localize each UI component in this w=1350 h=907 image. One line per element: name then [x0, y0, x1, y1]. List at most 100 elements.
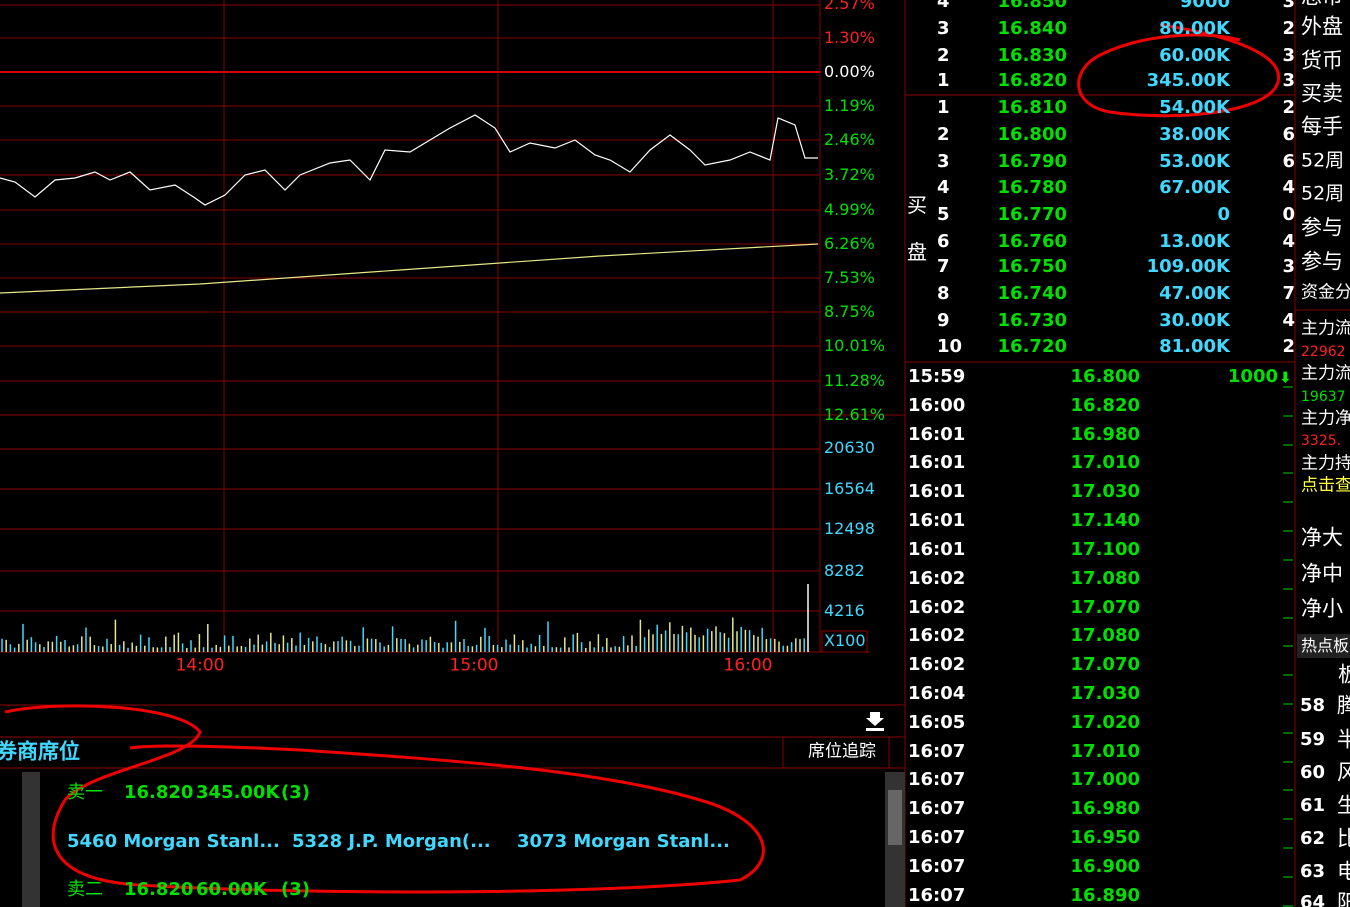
tick-price: 17.000: [1070, 769, 1140, 791]
price: 16.810: [997, 97, 1067, 118]
tick-time: 16:02: [908, 625, 966, 647]
volume-axis-label: 20630: [824, 438, 875, 457]
axis-label: 1.30%: [824, 28, 875, 47]
count: 2: [1282, 97, 1295, 118]
price: 16.840: [997, 18, 1067, 39]
tick-time: 16:02: [908, 596, 966, 618]
hot-name: 风: [1337, 760, 1350, 785]
price: 16.750: [997, 256, 1067, 277]
side-label: 52周: [1301, 149, 1345, 172]
side-label: 主力流: [1301, 363, 1350, 384]
tick-time: 16:01: [908, 510, 966, 532]
price: 16.730: [997, 310, 1067, 331]
volume-axis-label: 12498: [824, 519, 875, 538]
tick-time: 16:01: [908, 481, 966, 503]
level: 1: [937, 97, 950, 118]
tick-dash: [1283, 588, 1293, 590]
volume: 54.00K: [1159, 97, 1230, 118]
row-volume: 60.00K: [196, 879, 267, 900]
side-label: 22962: [1301, 344, 1346, 360]
hot-rank: 62: [1300, 828, 1326, 849]
tick-dash: [1283, 847, 1293, 849]
time-label: 14:00: [175, 655, 225, 676]
level: 6: [937, 231, 950, 252]
tick-dash: [1283, 501, 1293, 503]
panel-title: 券商席位: [0, 739, 80, 764]
side-label: 主力持: [1301, 453, 1350, 474]
axis-label: 6.26%: [824, 234, 875, 253]
volume-axis-label: 8282: [824, 561, 865, 580]
tab[interactable]: 席位追踪: [808, 741, 876, 762]
price-line: [0, 114, 818, 206]
tick-dash: [1283, 444, 1293, 446]
side-label: 净小: [1301, 596, 1343, 621]
tick-dash: [1283, 415, 1293, 417]
price: 16.740: [997, 283, 1067, 304]
level: 1: [937, 70, 950, 91]
tick-time: 16:04: [908, 683, 966, 705]
tick-dash: [1283, 617, 1293, 619]
count: 0: [1282, 204, 1295, 225]
tick-time: 16:02: [908, 567, 966, 589]
tick-dash: [1283, 818, 1293, 820]
axis-label: 2.46%: [824, 130, 875, 149]
tick-price: 16.980: [1070, 798, 1140, 820]
tick-dash: [1283, 386, 1293, 388]
axis-label: 7.53%: [824, 268, 875, 287]
side-label: 资金分: [1301, 282, 1350, 303]
scrollbar-left: [22, 772, 40, 907]
broker[interactable]: 3073 Morgan Stanl...: [517, 831, 730, 852]
tick-time: 15:59: [908, 366, 966, 387]
volume-axis-label: 16564: [824, 479, 875, 498]
axis-label: 2.57%: [824, 0, 875, 13]
tick-time: 16:07: [908, 798, 966, 820]
tick-price: 17.030: [1070, 481, 1140, 503]
level: 9: [937, 310, 950, 331]
tick-price: 16.800: [1070, 366, 1140, 387]
tick-price: 16.890: [1070, 884, 1140, 906]
tick-dash: [1283, 905, 1293, 907]
axis-label: 12.61%: [824, 405, 886, 424]
side-label: 参与: [1301, 215, 1343, 240]
side-label: 参与: [1301, 249, 1343, 274]
side-label: 买卖: [1301, 81, 1343, 106]
tick-price: 16.950: [1070, 827, 1140, 849]
tick-dash: [1283, 674, 1293, 676]
hot-rank: 59: [1300, 729, 1326, 750]
price: 16.820: [997, 70, 1067, 91]
volume: 67.00K: [1159, 177, 1230, 198]
hot-name: 阳: [1337, 890, 1350, 907]
tick-time: 16:07: [908, 884, 966, 906]
broker[interactable]: 5328 J.P. Morgan(...: [292, 831, 491, 852]
level: 8: [937, 283, 950, 304]
tick-dash: [1283, 761, 1293, 763]
volume: 80.00K: [1159, 18, 1230, 39]
side-label: 52周: [1301, 182, 1345, 205]
annotation: [4, 23, 1281, 894]
count: 3: [1282, 45, 1295, 66]
tick-price: 17.070: [1070, 654, 1140, 676]
price: 16.830: [997, 45, 1067, 66]
tick-price: 17.030: [1070, 683, 1140, 705]
hot-rank: 60: [1300, 762, 1326, 783]
hot-rank: 64: [1300, 892, 1326, 907]
level: 7: [937, 256, 950, 277]
broker[interactable]: 5460 Morgan Stanl...: [67, 831, 280, 852]
volume: 30.00K: [1159, 310, 1230, 331]
tick-price: 17.080: [1070, 625, 1140, 647]
hot-rank: 63: [1300, 861, 1326, 882]
count: 4: [1282, 177, 1295, 198]
axis-label: 3.72%: [824, 165, 875, 184]
tick-price: 17.010: [1070, 740, 1140, 762]
tick-dash: [1283, 645, 1293, 647]
axis-label: 11.28%: [824, 371, 886, 390]
row-label: 卖二: [67, 879, 103, 900]
volume: 345.00K: [1146, 70, 1230, 91]
axis-label: 10.01%: [824, 336, 886, 355]
tick-price: 16.980: [1070, 423, 1140, 445]
tick-time: 16:05: [908, 711, 966, 733]
tick-dash: [1283, 876, 1293, 878]
volume: 47.00K: [1159, 283, 1230, 304]
row-volume: 345.00K: [196, 782, 280, 803]
